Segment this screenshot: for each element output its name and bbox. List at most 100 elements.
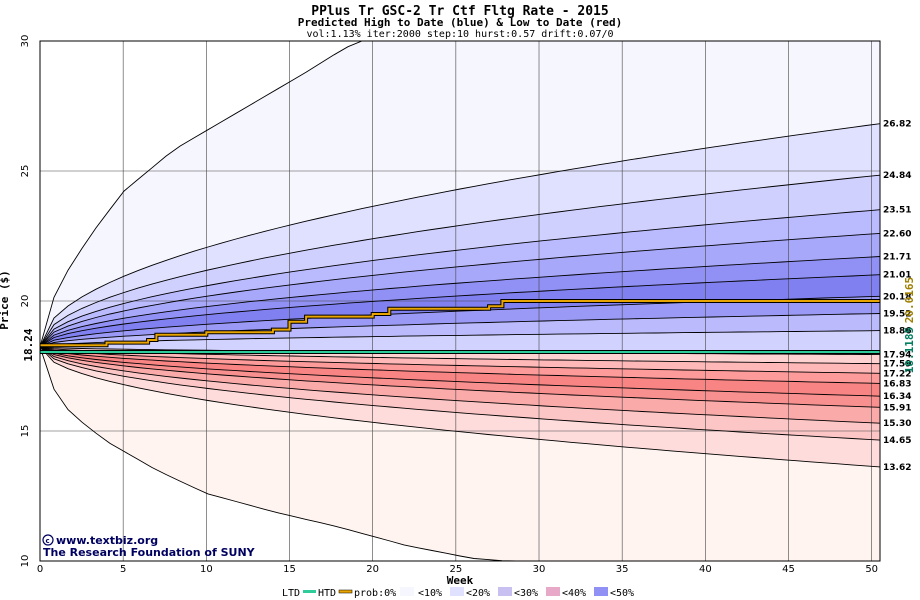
legend-10: <10% [418,588,442,599]
band-lower-5 [40,346,880,408]
upper-end-label: 19.52 [883,309,911,319]
x-tick-label: 10 [200,564,213,575]
legend-swatch-0 [400,587,414,596]
x-tick-label: 30 [533,564,546,575]
credit-block: c www.textbiz.org The Research Foundatio… [42,534,256,559]
lower-curve-2 [39,346,881,374]
lower-curve-4 [39,346,881,397]
copyright-icon [42,534,54,546]
chart-title: PPlus Tr GSC-2 Tr Ctf Fltg Rate - 2015 [311,4,608,19]
chart-subtitle: Predicted High to Date (blue) & Low to D… [298,16,623,29]
upper-curve-3 [39,209,881,348]
band-upper-1 [40,123,880,347]
x-tick-label: 5 [120,564,126,575]
band-lower-2 [40,346,880,374]
axes: 0 5 10 15 20 25 30 35 40 45 50 10 15 20 25 30 [20,35,881,575]
lower-end-label: 17.22 [883,369,911,379]
band-lower-8 [40,346,880,467]
band-lower-6 [40,346,880,424]
x-tick-label: 40 [699,564,712,575]
band-lower-7 [40,346,880,441]
legend-ltd: LTD [282,588,300,599]
band-upper-5 [40,256,880,347]
band-lower-outside [40,346,880,561]
legend-swatch-20 [498,587,512,596]
legend-htd: HTD [318,588,336,599]
upper-end-label: 20.18 [883,292,911,302]
band-upper-9 [40,330,880,352]
upper-end-label: 23.51 [883,206,911,216]
ltd-line [40,300,880,347]
band-upper-3 [40,209,880,347]
lower-end-label: 16.83 [883,379,911,389]
lower-end-label: 17.94 [883,351,911,361]
upper-end-label: 21.71 [883,253,911,263]
y-tick-label: 15 [20,425,31,438]
credit-url[interactable]: www.textbiz.org [56,534,158,547]
upper-end-label: 26.82 [883,120,911,130]
y-axis-label: Price ($) [0,270,11,330]
credit-org: The Research Foundation of SUNY [43,546,256,559]
lower-curve-5 [39,346,881,408]
curve-end-labels: 26.82 24.84 23.51 22.60 21.71 21.01 20.18 19.52… [883,120,911,473]
lower-end-label: 13.62 [883,463,911,473]
lower-curve-8 [39,346,881,468]
plot-frame [39,40,881,562]
x-tick-label: 15 [283,564,296,575]
legend-swatch-10 [450,587,464,596]
legend-swatch-40 [594,587,608,596]
upper-end-label: 18.86 [883,327,911,337]
x-tick-label: 20 [366,564,379,575]
lower-curve-6 [39,346,881,424]
legend-swatch-30 [546,587,560,596]
band-upper-4 [40,233,880,347]
y-tick-label: 10 [20,555,31,568]
legend-ltd-swatch [303,590,316,593]
x-tick-label: 25 [449,564,462,575]
lower-curve-7 [39,346,881,441]
lower-end-label: 15.91 [883,403,911,413]
x-tick-label: 50 [865,564,878,575]
band-upper-0 [40,41,880,347]
htd-ltd-lines [40,299,880,354]
band-upper-2 [40,175,880,347]
start-price-label: 18.24 [22,328,35,361]
band-lower-4 [40,346,880,397]
legend-htd-swatch [338,589,353,594]
y-tick-label: 20 [20,295,31,308]
band-upper-7 [40,296,880,347]
upper-curve-2 [39,174,881,348]
lower-end-label: 14.65 [883,436,911,446]
lower-end-label: 15.30 [883,419,911,429]
y-tick-label: 25 [20,165,31,178]
right-label-olive: 20.0165 [903,277,916,323]
copyright-c-glyph: c [46,537,50,545]
x-tick-label: 35 [616,564,629,575]
band-upper-outside [40,41,880,347]
x-tick-label: 0 [37,564,43,575]
upper-end-label: 24.84 [883,171,911,181]
upper-curve-1 [39,123,881,347]
lower-end-label: 16.34 [883,392,911,402]
right-label-green: 18.1185 [903,327,916,373]
band-lower-3 [40,346,880,384]
legend-40: <40% [562,588,586,599]
y-tick-label: 30 [20,35,31,48]
chart-params: vol:1.13% iter:2000 step:10 hurst:0.57 d… [306,29,613,40]
legend-prob: prob:0% [354,588,396,599]
upper-end-label: 21.01 [883,271,911,281]
upper-curve-6 [39,274,881,348]
upper-curve-9 [39,330,881,348]
legend-50: <50% [610,588,634,599]
legend-30: <30% [514,588,538,599]
lower-end-label: 17.59 [883,360,911,370]
legend-20: <20% [466,588,490,599]
band-lower-9 [40,346,880,561]
x-axis-label: Week [447,574,474,587]
x-tick-label: 45 [782,564,795,575]
upper-end-label: 22.60 [883,229,911,239]
lower-curve-3 [39,346,881,384]
upper-curve-5 [39,256,881,348]
upper-curve-4 [39,232,881,348]
